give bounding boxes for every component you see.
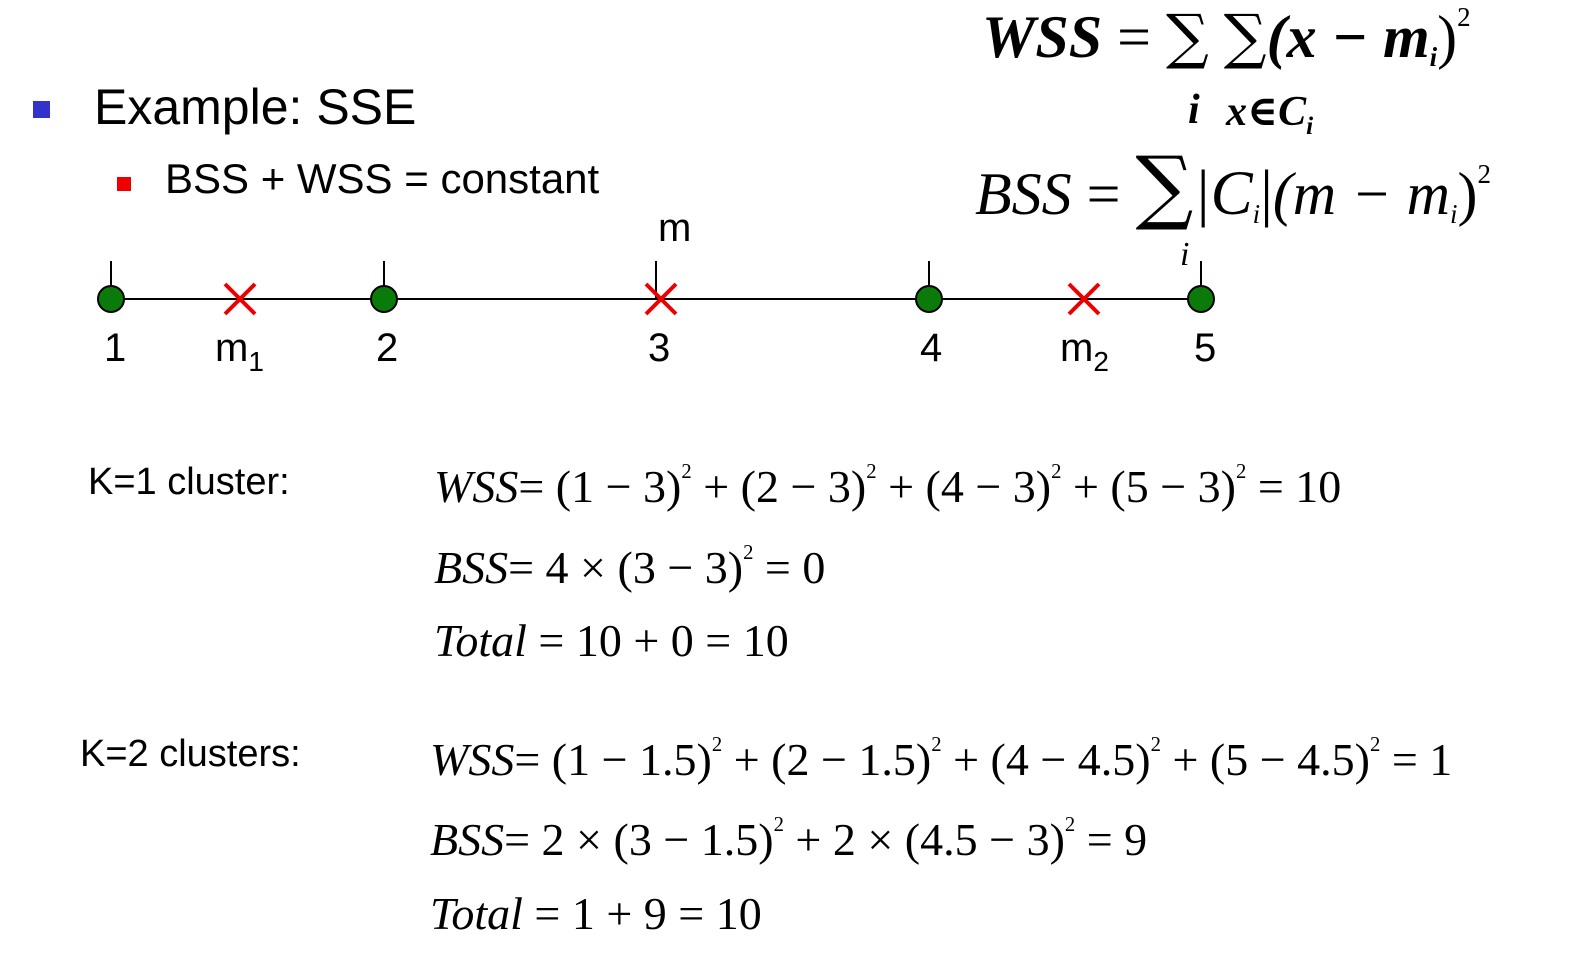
bss-formula-cluster-sub: i — [1252, 199, 1261, 230]
wss-formula-equals: = — [1117, 4, 1151, 70]
k1-wss-exp-4: 2 — [1235, 461, 1247, 484]
point-label-5: 5 — [1194, 326, 1217, 370]
wss-formula-inner-index-text: x∈C — [1226, 89, 1307, 135]
k2-wss-exp-4: 2 — [1369, 734, 1381, 757]
k2-total-rhs: = 1 + 9 = 10 — [522, 888, 762, 939]
k2-wss-exp-2: 2 — [931, 734, 942, 757]
bullet-square-icon — [33, 101, 50, 118]
k1-wss-exp-2: 2 — [866, 461, 877, 484]
k2-wss-exp-1: 2 — [711, 734, 723, 757]
k1-wss-exp-3: 2 — [1051, 461, 1062, 484]
centroid-m1-cross-icon — [223, 282, 257, 316]
k2-wss-exp-3: 2 — [1150, 734, 1161, 757]
point-label-1: 1 — [104, 326, 127, 370]
bss-formula-body-sub: i — [1449, 199, 1458, 230]
wss-formula-close: ) — [1437, 4, 1458, 70]
k2-bss-result: = 9 — [1075, 814, 1148, 865]
sub-point: BSS + WSS = constant — [165, 155, 600, 202]
k1-total-lhs: Total — [434, 615, 527, 666]
wss-formula-sum-outer: ∑ — [1165, 2, 1209, 72]
k1-wss-term-2: + (2 − 3) — [691, 461, 867, 512]
slide-heading: Example: SSE — [94, 79, 417, 135]
centroid-m2-label-sub: 2 — [1093, 345, 1109, 377]
wss-formula-inner-index: x∈Ci — [1226, 86, 1313, 140]
bss-formula-lhs: BSS — [975, 161, 1072, 227]
bss-formula-close: ) — [1457, 161, 1478, 227]
k1-wss-equation: WSS= (1 − 3)2 + (2 − 3)2 + (4 − 3)2 + (5… — [434, 460, 1341, 513]
k1-bss-term-1: = 4 × (3 − 3) — [508, 542, 744, 593]
centroid-m2-label-base: m — [1060, 326, 1094, 370]
overall-mean-label: m — [658, 206, 692, 250]
k2-wss-term-4: + (5 − 4.5) — [1160, 734, 1370, 785]
point-label-3: 3 — [648, 326, 671, 370]
k1-wss-term-1: = (1 − 3) — [518, 461, 682, 512]
k1-bss-exp-1: 2 — [743, 542, 754, 565]
k1-total-equation: Total = 10 + 0 = 10 — [434, 614, 789, 667]
bss-formula-cluster-bar: | — [1260, 158, 1273, 228]
data-point-5 — [1187, 285, 1215, 313]
k1-wss-exp-1: 2 — [681, 461, 692, 484]
k2-wss-result: = 1 — [1380, 734, 1453, 785]
wss-formula-inner-index-sub: i — [1306, 112, 1314, 140]
data-point-2 — [370, 285, 398, 313]
wss-formula: WSS = ∑ ∑(x − mi)2 — [982, 2, 1471, 72]
data-point-1 — [97, 285, 125, 313]
bss-formula-sum: ∑ — [1135, 140, 1194, 234]
k1-bss-lhs: BSS — [434, 542, 509, 593]
centroid-m1-label: m1 — [215, 326, 264, 377]
k2-label: K=2 clusters: — [80, 733, 301, 775]
k2-bss-equation: BSS= 2 × (3 − 1.5)2 + 2 × (4.5 − 3)2 = 9 — [430, 813, 1147, 866]
wss-formula-body: (x − m — [1266, 4, 1430, 70]
bss-formula-equals: = — [1086, 161, 1121, 227]
k1-wss-result: = 10 — [1246, 461, 1342, 512]
wss-formula-exponent: 2 — [1457, 1, 1471, 32]
k2-bss-exp-2: 2 — [1064, 814, 1076, 837]
bss-formula: BSS = ∑|Ci|(m − mi)2 — [975, 140, 1491, 234]
k2-total-lhs: Total — [430, 888, 523, 939]
wss-formula-sum-inner: ∑ — [1223, 2, 1267, 72]
bss-formula-cluster: |C — [1193, 158, 1253, 228]
k1-label: K=1 cluster: — [88, 461, 290, 503]
centroid-m-cross-icon — [644, 282, 678, 316]
data-point-4 — [915, 285, 943, 313]
centroid-m1-label-base: m — [215, 326, 249, 370]
k1-bss-result: = 0 — [753, 542, 826, 593]
sub-bullet-square-icon — [117, 177, 131, 191]
point-label-2: 2 — [376, 326, 399, 370]
k1-wss-term-3: + (4 − 3) — [876, 461, 1052, 512]
wss-formula-outer-index: i — [1188, 87, 1200, 133]
k2-bss-exp-1: 2 — [773, 814, 784, 837]
k2-total-equation: Total = 1 + 9 = 10 — [430, 887, 762, 940]
k2-bss-term-2: + 2 × (4.5 − 3) — [783, 814, 1065, 865]
k2-bss-lhs: BSS — [430, 814, 505, 865]
centroid-m2-cross-icon — [1067, 282, 1101, 316]
k2-bss-term-1: = 2 × (3 − 1.5) — [504, 814, 774, 865]
k1-bss-equation: BSS= 4 × (3 − 3)2 = 0 — [434, 541, 825, 594]
centroid-m2-label: m2 — [1060, 326, 1109, 377]
k2-wss-term-3: + (4 − 4.5) — [941, 734, 1151, 785]
bss-formula-index: i — [1180, 236, 1190, 273]
k2-wss-term-1: = (1 − 1.5) — [514, 734, 712, 785]
k1-wss-term-4: + (5 − 3) — [1061, 461, 1236, 512]
bss-formula-exponent: 2 — [1477, 158, 1491, 189]
k1-total-rhs: = 10 + 0 = 10 — [526, 615, 789, 666]
centroid-m1-label-sub: 1 — [248, 345, 264, 377]
k2-wss-equation: WSS= (1 − 1.5)2 + (2 − 1.5)2 + (4 − 4.5)… — [430, 733, 1452, 786]
k1-wss-lhs: WSS — [434, 461, 519, 512]
wss-formula-body-sub: i — [1429, 42, 1438, 73]
bss-formula-body: (m − m — [1272, 161, 1450, 227]
k2-wss-lhs: WSS — [430, 734, 515, 785]
wss-formula-lhs: WSS — [982, 4, 1103, 70]
k2-wss-term-2: + (2 − 1.5) — [722, 734, 932, 785]
point-label-4: 4 — [920, 326, 943, 370]
